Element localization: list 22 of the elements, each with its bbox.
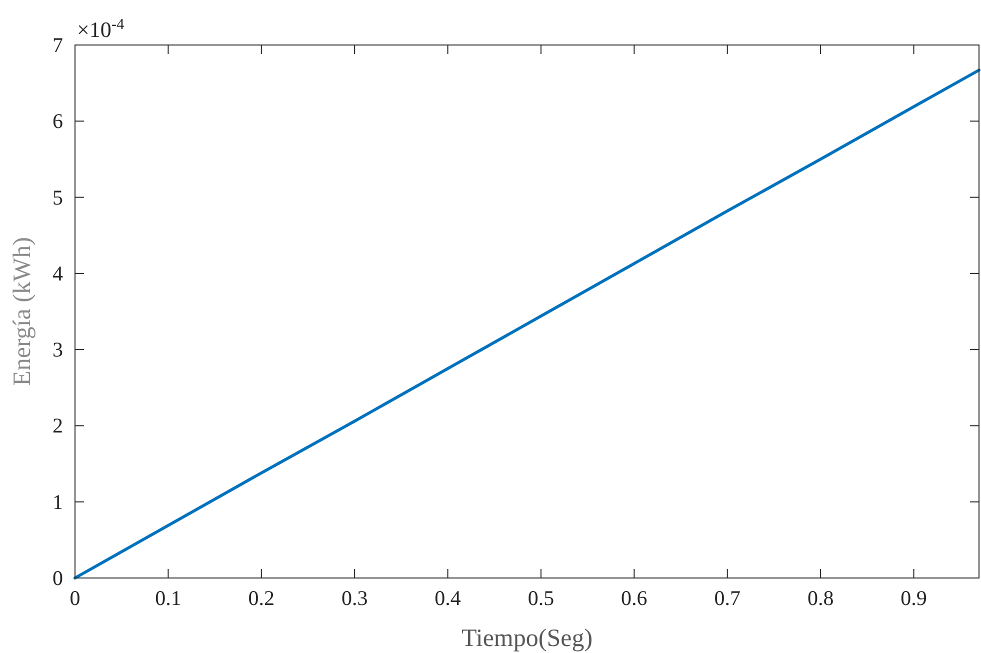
x-tick-label: 0.5 — [528, 586, 554, 610]
x-tick-label: 0.6 — [621, 586, 648, 610]
x-tick-label: 0.7 — [714, 586, 740, 610]
y-tick-label: 2 — [52, 414, 63, 438]
y-tick-label: 1 — [52, 490, 63, 514]
x-tick-label: 0.4 — [434, 586, 462, 610]
y-tick-label: 7 — [52, 33, 63, 57]
text: ×10$^{-4}$ — [77, 16, 125, 42]
x-tick-label: 0.9 — [900, 586, 927, 610]
x-tick-label: 0 — [70, 586, 80, 610]
x-axis-title: Tiempo(Seg) — [461, 625, 593, 652]
y-tick-label: 0 — [52, 566, 63, 590]
x-tick-label: 0.1 — [155, 586, 182, 610]
x-tick-label: 0.8 — [807, 586, 834, 610]
x-tick-label: 0.3 — [341, 586, 368, 610]
y-tick-label: 5 — [52, 185, 63, 210]
x-tick-label: 0.2 — [248, 586, 275, 610]
y-tick-label: 6 — [52, 109, 63, 134]
line-series — [74, 68, 980, 580]
y-axis-title: Energía (kWh) — [9, 237, 36, 386]
y-tick-label: 3 — [52, 338, 63, 362]
y-tick-label: 4 — [52, 261, 64, 286]
